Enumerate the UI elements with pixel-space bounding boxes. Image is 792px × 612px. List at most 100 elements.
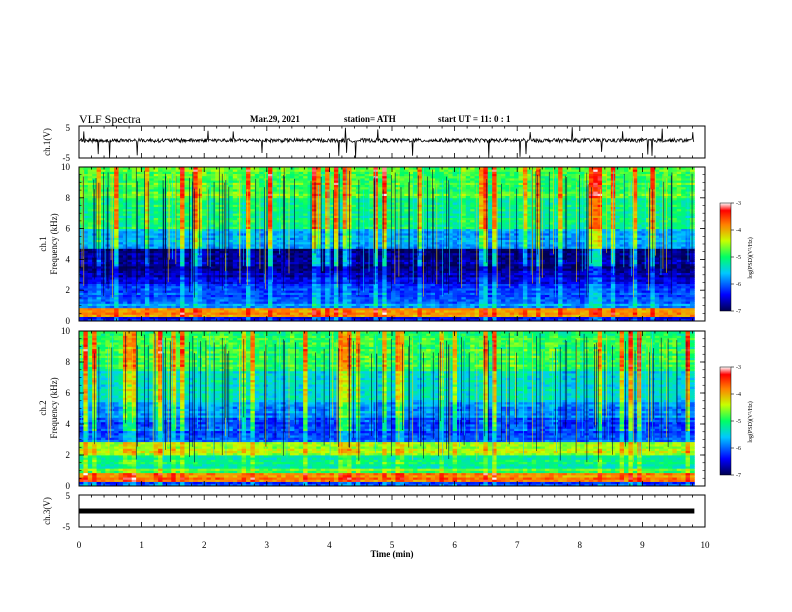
spectrogram-cell <box>188 307 194 311</box>
spectrogram-cell <box>136 292 141 295</box>
spectrogram-cell <box>268 290 273 293</box>
spectrogram-cell <box>140 270 146 273</box>
spectrogram-cell <box>329 189 335 192</box>
spectrogram-cell <box>298 274 304 278</box>
spectrogram-cell <box>228 169 234 172</box>
spectrogram-cell <box>285 233 291 236</box>
spectrogram-cell <box>320 169 326 172</box>
spectrogram-cell <box>210 186 216 190</box>
spectrogram-cell <box>206 178 212 181</box>
spectrogram-cell <box>263 219 269 223</box>
spectrogram-cell <box>342 318 348 322</box>
spectrogram-cell <box>180 191 185 194</box>
spectrogram-cell <box>105 299 111 302</box>
spectrogram-cell <box>144 193 150 196</box>
spectrogram-cell <box>206 204 212 207</box>
spectrogram-cell <box>294 248 300 251</box>
spectrogram-cell <box>316 239 322 243</box>
spectrogram-cell <box>180 204 185 207</box>
spectrogram-cell <box>184 314 190 317</box>
spectrogram-cell <box>127 303 133 306</box>
spectrogram-cell <box>158 285 163 289</box>
spectrogram-cell <box>237 318 243 322</box>
spectrogram-cell <box>210 208 216 212</box>
spectrogram-cell <box>149 186 155 190</box>
spectrogram-cell <box>180 301 185 304</box>
spectrogram-cell <box>250 211 256 214</box>
spectrogram-cell <box>338 268 344 271</box>
spectrogram-cell <box>83 305 89 309</box>
spectrogram-cell <box>118 193 124 196</box>
spectrogram-cell <box>114 266 119 269</box>
spectrogram-cell <box>144 303 150 306</box>
spectrogram-cell <box>246 307 251 311</box>
spectrogram-cell <box>294 292 300 295</box>
spectrogram-cell <box>180 197 185 201</box>
spectrogram-cell <box>325 235 330 238</box>
spectrogram-cell <box>228 180 234 183</box>
spectrogram-cell <box>144 186 150 190</box>
spectrogram-cell <box>171 193 177 196</box>
spectrogram-cell <box>206 270 212 273</box>
spectrogram-cell <box>232 301 238 304</box>
spectrogram-cell <box>144 281 150 284</box>
spectrogram-cell <box>342 175 348 179</box>
spectrogram-cell <box>355 277 361 280</box>
spectrogram-cell <box>118 259 124 262</box>
spectrogram-cell <box>96 270 102 273</box>
spectrogram-cell <box>307 167 313 170</box>
spectrogram-cell <box>237 305 243 309</box>
spectrogram-cell <box>162 261 168 265</box>
spectrogram-cell <box>175 301 181 304</box>
spectrogram-cell <box>263 252 269 256</box>
spectrogram-cell <box>136 261 141 265</box>
spectrogram-cell <box>184 290 190 293</box>
spectrogram-cell <box>303 307 308 311</box>
spectrogram-cell <box>224 290 229 293</box>
spectrogram-cell <box>193 169 199 172</box>
spectrogram-cell <box>118 195 124 199</box>
spectrogram-cell <box>193 299 199 302</box>
spectrogram-cell <box>259 173 265 177</box>
spectrogram-cell <box>158 294 163 298</box>
spectrogram-cell <box>342 310 348 313</box>
spectrogram-cell <box>241 288 247 291</box>
spectrogram-cell <box>114 182 119 185</box>
spectrogram-cell <box>355 193 361 196</box>
spectrogram-cell <box>79 195 84 199</box>
spectrogram-cell <box>268 204 273 207</box>
spectrogram-cell <box>355 189 361 192</box>
spectrogram-cell <box>144 200 150 203</box>
spectrogram-cell <box>202 224 207 227</box>
spectrogram-cell <box>184 274 190 278</box>
spectrogram-cell <box>224 191 229 194</box>
spectrogram-cell <box>166 281 172 284</box>
spectrogram-cell <box>184 259 190 262</box>
spectrogram-cell <box>382 226 388 229</box>
spectrogram-cell <box>303 239 308 243</box>
spectrogram-cell <box>259 235 265 238</box>
spectrogram-cell <box>320 219 326 223</box>
spectrogram-cell <box>114 270 119 273</box>
spectrogram-cell <box>347 305 352 309</box>
spectrogram-cell <box>281 167 286 170</box>
spectrogram-cell <box>377 217 383 221</box>
spectrogram-cell <box>232 266 238 269</box>
spectrogram-cell <box>122 178 128 181</box>
spectrogram-cell <box>202 307 207 311</box>
spectrogram-cell <box>351 277 357 280</box>
spectrogram-cell <box>320 189 326 192</box>
spectrogram-cell <box>250 301 256 304</box>
spectrogram-cell <box>215 191 221 194</box>
spectrogram-cell <box>329 250 335 254</box>
spectrogram-cell <box>298 180 304 183</box>
spectrogram-cell <box>289 318 295 322</box>
spectrogram-cell <box>325 191 330 194</box>
spectrogram-cell <box>109 171 115 174</box>
spectrogram-cell <box>83 312 89 315</box>
spectrogram-cell <box>298 288 304 291</box>
spectrogram-cell <box>351 318 357 322</box>
spectrogram-cell <box>105 305 111 309</box>
spectrogram-cell <box>158 252 163 256</box>
spectrogram-cell <box>210 235 216 238</box>
